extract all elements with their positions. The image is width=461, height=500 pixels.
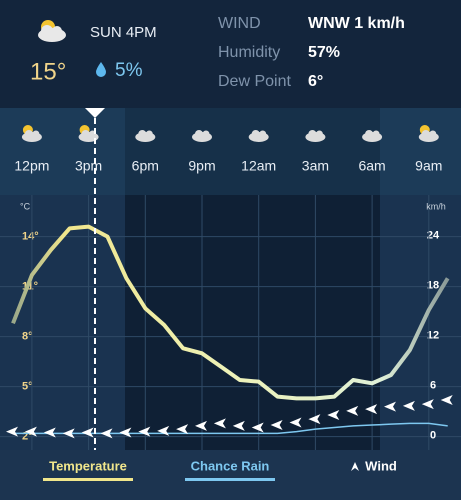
wind-arrow: [43, 427, 56, 438]
wind-arrow: [308, 414, 321, 425]
wind-arrow: [195, 420, 207, 431]
cloud: [421, 130, 430, 138]
wind-arrow: [213, 418, 226, 429]
wind-arrow: [421, 399, 434, 410]
current-rain: 5%: [115, 60, 143, 81]
wind-arrow: [232, 420, 245, 431]
wind-arrow: [440, 395, 453, 405]
x-tick-label: 6pm: [132, 158, 159, 174]
wind-arrow: [138, 426, 151, 437]
wind-value: WNW 1 km/h: [308, 15, 405, 32]
wind-arrow: [24, 426, 37, 437]
cloud: [259, 130, 267, 138]
wind-arrow: [384, 401, 396, 412]
legend-bg: [0, 450, 461, 500]
cloud: [195, 130, 203, 138]
y2-tick-label: 0: [430, 430, 436, 442]
current-time: SUN 4PM: [90, 24, 157, 41]
drop-icon: [96, 62, 106, 77]
cloud: [81, 130, 90, 138]
wind-arrow: [81, 427, 94, 438]
wind-arrow: [62, 428, 75, 439]
y-tick-label: 14°: [22, 231, 39, 243]
legend-underline: [43, 478, 133, 481]
y-axis-label: °C: [20, 201, 31, 211]
x-tick-label: 9am: [415, 158, 442, 174]
wind-arrow: [157, 425, 170, 436]
cloud: [32, 130, 40, 138]
wind-arrow: [176, 424, 189, 435]
header-bg: [0, 0, 461, 108]
now-pointer: [85, 108, 105, 118]
current-temp: 15°: [30, 58, 66, 85]
wind-arrow: [402, 400, 415, 411]
wind-arrow: [251, 422, 264, 433]
cloud: [145, 130, 153, 138]
y-tick-label: 2°: [22, 431, 33, 443]
forecast-icon: [135, 130, 156, 142]
wind-arrow: [289, 417, 302, 428]
forecast-icon: [248, 130, 269, 142]
wind-arrow: [6, 426, 18, 437]
legend-label: Temperature: [49, 458, 127, 473]
x-tick-label: 12am: [241, 158, 276, 174]
wind-arrow: [270, 420, 283, 430]
legend-label: Wind: [365, 458, 397, 473]
weather-icon: [38, 20, 66, 42]
y-tick-label: 8°: [22, 331, 33, 343]
cloud: [24, 130, 33, 138]
forecast-icon: [192, 130, 212, 142]
x-tick-label: 3am: [302, 158, 329, 174]
wind-arrow: [119, 427, 132, 438]
y-tick-label: 5°: [22, 381, 33, 393]
temperature-line: [11, 224, 450, 401]
night-band: [125, 108, 380, 195]
y2-tick-label: 6: [430, 380, 436, 392]
y2-tick-label: 18: [427, 280, 439, 292]
wind-arrow: [365, 404, 378, 415]
cloud: [365, 130, 374, 138]
humidity-label: Humidity: [218, 44, 280, 61]
legend-arrow: [351, 462, 359, 471]
legend: Temperature Chance Rain Wind: [43, 458, 397, 481]
wind-arrow: [327, 410, 340, 420]
dew-label: Dew Point: [218, 73, 291, 90]
forecast-icon: [362, 130, 383, 142]
chart-night: [125, 195, 380, 450]
forecast-icon: [21, 125, 42, 142]
wind-label: WIND: [218, 15, 261, 32]
cloud: [315, 130, 323, 138]
cloud: [202, 130, 210, 138]
cloud: [372, 130, 380, 138]
x-tick-label: 12pm: [14, 158, 49, 174]
wind-arrow: [100, 428, 113, 439]
forecast-icon: [418, 125, 439, 142]
forecast-icon: [305, 130, 326, 142]
cloud: [308, 130, 317, 138]
legend-underline: [185, 478, 275, 481]
x-tick-label: 6am: [358, 158, 385, 174]
x-tick-label: 3pm: [75, 158, 102, 174]
wind-arrow: [346, 405, 359, 416]
humidity-value: 57%: [308, 44, 340, 61]
y2-tick-label: 24: [427, 230, 440, 242]
x-tick-label: 9pm: [188, 158, 215, 174]
y2-axis-label: km/h: [426, 201, 446, 211]
cloud: [429, 130, 437, 138]
cloud: [138, 130, 147, 138]
dew-value: 6°: [308, 73, 323, 90]
y2-tick-label: 12: [427, 330, 439, 342]
cloud: [251, 130, 260, 138]
legend-label: Chance Rain: [191, 458, 270, 473]
